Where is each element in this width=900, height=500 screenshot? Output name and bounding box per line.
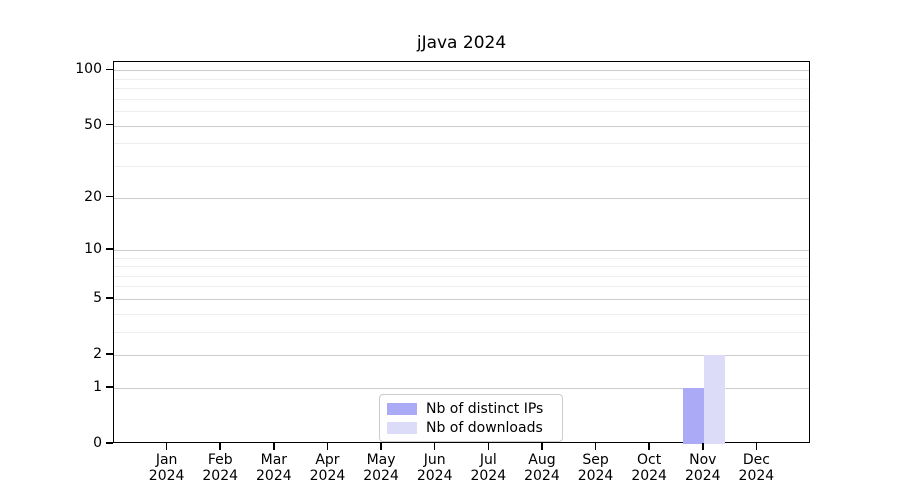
gridline-minor [114, 98, 809, 100]
legend-swatch-downloads [387, 421, 417, 434]
x-tick-month: Jul [479, 452, 497, 468]
x-tick-mark [594, 443, 597, 450]
gridline-minor [114, 275, 809, 277]
x-axis-tick-label: Dec 2024 [714, 452, 798, 484]
x-axis-tick-label: Nov 2024 [661, 452, 745, 484]
gridline-minor [114, 257, 809, 259]
y-axis-tick-label: 5 [93, 289, 102, 306]
legend-label-distinct-ips: Nb of distinct IPs [426, 400, 544, 417]
gridline-major [114, 70, 809, 72]
legend-item-downloads: Nb of downloads [387, 419, 553, 436]
gridline-major [114, 197, 809, 199]
x-tick-mark [648, 443, 650, 450]
gridline-minor [114, 286, 809, 288]
gridline-major [114, 387, 809, 389]
x-tick-month: Nov [689, 452, 717, 468]
x-tick-month: Dec [742, 452, 770, 468]
x-tick-mark [433, 443, 436, 450]
x-tick-mark [219, 443, 222, 450]
y-tick-mark [106, 442, 113, 444]
x-axis-tick-label: May 2024 [339, 452, 423, 484]
x-axis-tick-label: Apr 2024 [285, 452, 369, 484]
x-tick-year: 2024 [256, 468, 292, 484]
x-tick-mark [487, 443, 490, 450]
gridline-minor [114, 78, 809, 80]
y-axis-tick-label: 1 [93, 378, 102, 395]
y-tick-mark [106, 195, 113, 198]
bar-distinct-ips-nov [682, 387, 704, 444]
x-tick-month: Sep [582, 452, 609, 468]
legend-label-downloads: Nb of downloads [426, 419, 543, 436]
x-tick-month: Jun [423, 452, 446, 468]
gridline-minor [114, 313, 809, 315]
legend-item-distinct-ips: Nb of distinct IPs [387, 400, 553, 417]
x-tick-year: 2024 [363, 468, 399, 484]
x-tick-month: Aug [528, 452, 556, 468]
x-tick-year: 2024 [202, 468, 239, 484]
gridline-major [114, 249, 809, 251]
x-tick-month: Oct [637, 452, 662, 468]
y-axis-tick-label: 10 [84, 240, 102, 257]
x-axis-tick-label: Jan 2024 [125, 452, 209, 484]
x-axis-tick-label: Aug 2024 [500, 452, 584, 484]
x-tick-month: Apr [315, 452, 340, 468]
y-tick-mark [106, 297, 113, 299]
plot-area: Nb of distinct IPs Nb of downloads [113, 61, 810, 444]
x-axis-tick-label: Jun 2024 [393, 452, 477, 484]
gridline-minor [114, 165, 809, 167]
x-tick-month: Feb [207, 452, 233, 468]
y-axis-tick-label: 0 [93, 435, 102, 451]
y-tick-mark [106, 68, 113, 71]
y-axis-tick-label: 2 [93, 346, 102, 363]
y-tick-mark [106, 123, 113, 126]
gridline-minor [114, 143, 809, 145]
x-tick-mark [380, 443, 382, 450]
gridline-minor [114, 331, 809, 333]
y-axis-tick-label: 50 [84, 116, 102, 133]
x-tick-mark [541, 443, 543, 450]
gridline-minor [114, 266, 809, 268]
y-tick-mark [106, 248, 113, 250]
gridline-minor [114, 88, 809, 90]
x-tick-year: 2024 [416, 468, 453, 484]
x-tick-year: 2024 [631, 468, 667, 484]
x-tick-year: 2024 [309, 468, 346, 484]
gridline-major [114, 298, 809, 300]
gridline-major [114, 355, 809, 357]
x-tick-year: 2024 [577, 468, 614, 484]
x-axis-tick-label: Feb 2024 [178, 452, 262, 484]
x-axis-tick-label: Mar 2024 [232, 452, 316, 484]
chart-title: jJava 2024 [416, 33, 507, 53]
x-tick-mark [165, 443, 168, 450]
x-tick-year: 2024 [738, 468, 775, 484]
x-tick-year: 2024 [524, 468, 560, 484]
x-axis-tick-label: Oct 2024 [607, 452, 691, 484]
x-tick-month: Jan [155, 452, 178, 468]
x-tick-month: Mar [260, 452, 288, 468]
y-axis-tick-label: 100 [75, 61, 102, 78]
x-tick-mark [326, 443, 329, 450]
x-tick-month: May [366, 452, 396, 468]
legend-swatch-distinct-ips [387, 402, 417, 415]
x-tick-mark [273, 443, 275, 450]
x-tick-year: 2024 [470, 468, 507, 484]
gridline-major [114, 125, 809, 127]
x-tick-mark [701, 443, 704, 450]
x-tick-year: 2024 [148, 468, 185, 484]
x-tick-year: 2024 [684, 468, 721, 484]
gridline-minor [114, 111, 809, 113]
y-axis-tick-label: 20 [84, 188, 102, 205]
x-tick-mark [755, 443, 758, 450]
y-tick-mark [106, 386, 113, 388]
y-tick-mark [106, 353, 113, 355]
x-axis-tick-label: Jul 2024 [446, 452, 530, 484]
bar-downloads-nov [703, 355, 725, 444]
legend: Nb of distinct IPs Nb of downloads [379, 394, 563, 442]
x-axis-tick-label: Sep 2024 [554, 452, 638, 484]
